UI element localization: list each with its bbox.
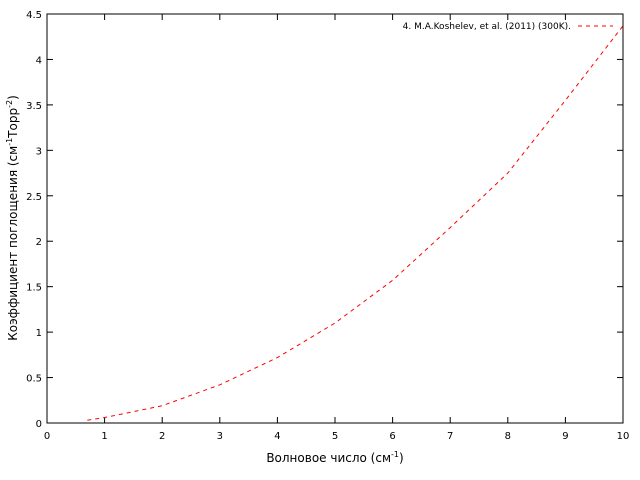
x-tick-label: 6 <box>389 431 395 442</box>
y-tick-label: 4.5 <box>26 10 42 21</box>
y-label-sup: -2 <box>5 100 14 108</box>
y-tick-label: 2.5 <box>26 192 42 203</box>
y-label-text: ) <box>6 95 20 100</box>
x-tick-label: 1 <box>101 431 107 442</box>
x-label-sup: -1 <box>391 450 399 459</box>
y-tick-label: 1 <box>36 328 42 339</box>
x-tick-label: 7 <box>447 431 453 442</box>
x-tick-label: 9 <box>562 431 568 442</box>
x-tick-label: 10 <box>617 431 630 442</box>
x-tick-label: 0 <box>44 431 50 442</box>
y-tick-label: 4 <box>36 55 42 66</box>
y-label-sup: -1 <box>5 138 14 146</box>
y-tick-label: 1.5 <box>26 283 42 294</box>
y-label-text: Торр <box>6 108 20 139</box>
x-axis-label: Волновое число (см-1) <box>266 450 403 465</box>
y-label-text: Коэффициент поглощения (см <box>6 146 20 341</box>
y-tick-label: 0.5 <box>26 374 42 385</box>
y-tick-label: 3.5 <box>26 101 42 112</box>
x-tick-label: 8 <box>505 431 511 442</box>
series-line <box>87 25 624 421</box>
x-tick-label: 2 <box>159 431 165 442</box>
plot-border <box>46 13 624 424</box>
y-tick-label: 2 <box>36 237 42 248</box>
y-tick-label: 0 <box>36 419 42 430</box>
x-tick-label: 3 <box>217 431 223 442</box>
x-label-text: ) <box>399 451 404 465</box>
y-axis-label: Коэффициент поглощения (см-1Торр-2) <box>5 95 20 341</box>
x-tick-label: 5 <box>332 431 338 442</box>
y-tick-label: 3 <box>36 146 42 157</box>
legend-label: 4. M.A.Koshelev, et al. (2011) (300K). <box>403 22 571 32</box>
x-label-text: Волновое число (см <box>266 451 391 465</box>
x-tick-label: 4 <box>274 431 280 442</box>
